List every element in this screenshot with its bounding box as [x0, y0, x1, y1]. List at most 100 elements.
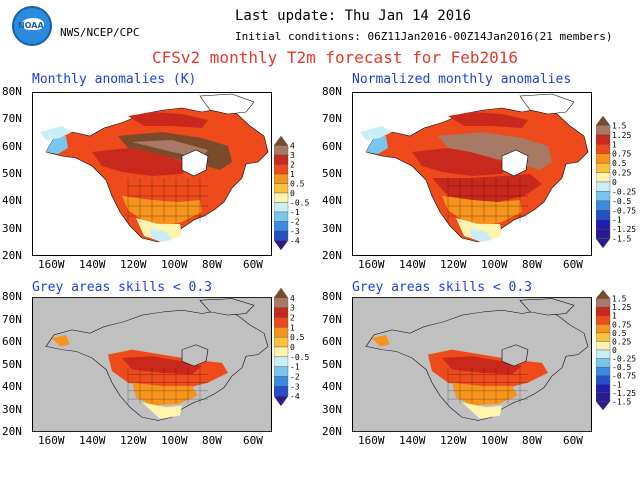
colorbar-label: 0: [290, 343, 295, 352]
lat-label: 50N: [2, 357, 22, 371]
lat-label: 30N: [322, 221, 342, 235]
colorbar-swatch: [274, 221, 289, 232]
lon-label: 60W: [563, 258, 583, 271]
colorbar-swatch: [274, 287, 289, 299]
lon-label: 160W: [358, 258, 385, 271]
colorbar-label: 1.5: [612, 121, 627, 130]
colorbar-label: 0.5: [290, 333, 305, 342]
colorbar-norm-top: 1.51.2510.750.50.250-0.25-0.5-0.75-1-1.2…: [596, 115, 636, 249]
lat-label: 20N: [2, 249, 22, 262]
colorbar-swatch: [596, 349, 611, 359]
lat-label: 50N: [322, 167, 342, 180]
lon-label: 100W: [481, 434, 508, 447]
lat-label: 70N: [322, 312, 342, 326]
colorbar-swatch: [596, 162, 611, 173]
colorbar-label: 1.5: [612, 295, 627, 304]
colorbar-label: 0.75: [612, 150, 631, 159]
panel-title-2: Normalized monthly anomalies: [352, 72, 572, 87]
colorbar-swatch: [596, 384, 611, 394]
colorbar-swatch: [274, 154, 289, 165]
lat-label: 80N: [322, 290, 342, 303]
lon-label: 140W: [399, 434, 426, 447]
colorbar-swatch: [274, 346, 289, 358]
colorbar-label: 3: [290, 151, 295, 160]
lon-label: 60W: [563, 434, 583, 447]
colorbar-label: -3: [290, 227, 300, 236]
colorbar-label: 2: [290, 314, 295, 323]
colorbar-swatch: [596, 219, 611, 230]
colorbar-label: -0.5: [290, 353, 309, 362]
colorbar-label: -1: [290, 208, 300, 217]
lon-label: 160W: [38, 258, 65, 271]
colorbar-label: -1: [612, 216, 622, 225]
colorbar-label: 0.5: [612, 159, 627, 168]
lat-label: 60N: [322, 139, 342, 153]
colorbar-label: -0.75: [612, 206, 636, 215]
colorbar-label: -0.25: [612, 355, 636, 364]
map-panel-2: [352, 92, 592, 256]
lat-label: 20N: [322, 425, 342, 438]
lat-label: 70N: [322, 112, 342, 126]
colorbar-swatch: [596, 191, 611, 202]
colorbar-label: 1: [290, 170, 295, 179]
colorbar-label: 0: [290, 189, 295, 198]
lat-label: 70N: [2, 112, 22, 126]
colorbar-swatch: [274, 145, 289, 156]
lat-label: 30N: [322, 402, 342, 416]
colorbar-label: -2: [290, 218, 300, 227]
colorbar-label: -0.5: [290, 199, 309, 208]
colorbar-swatch: [596, 153, 611, 164]
lat-label: 80N: [2, 290, 22, 303]
colorbar-label: -4: [290, 237, 300, 246]
initial-conditions: Initial conditions: 06Z11Jan2016-00Z14Ja…: [235, 30, 613, 43]
colorbar-label: 0: [612, 178, 617, 187]
colorbar-swatch: [596, 306, 611, 316]
lon-label: 160W: [358, 434, 385, 447]
colorbar-label: -1.5: [612, 235, 631, 244]
lon-label: 120W: [440, 434, 467, 447]
colorbar-norm-bottom: 1.51.2510.750.50.250-0.25-0.5-0.75-1-1.2…: [596, 289, 636, 411]
lon-label: 100W: [481, 258, 508, 271]
lat-label: 40N: [322, 194, 342, 208]
lat-label: 50N: [322, 357, 342, 371]
lon-label: 100W: [161, 434, 188, 447]
noaa-logo: NOAA: [12, 6, 52, 46]
colorbar-label: -0.5: [612, 197, 631, 206]
lat-label: 40N: [322, 380, 342, 393]
lon-label: 140W: [79, 434, 106, 447]
colorbar-swatch: [596, 401, 611, 411]
colorbar-label: 0.25: [612, 169, 631, 178]
colorbar-swatch: [274, 307, 289, 318]
org-label: NWS/NCEP/CPC: [60, 26, 140, 39]
colorbar-label: -0.5: [612, 363, 631, 372]
colorbar-label: -1.25: [612, 225, 636, 234]
colorbar-swatch: [274, 183, 289, 194]
colorbar-swatch: [274, 230, 289, 241]
colorbar-swatch: [596, 332, 611, 342]
lat-label: 30N: [2, 402, 22, 416]
colorbar-label: -1.25: [612, 389, 636, 398]
colorbar-swatch: [596, 181, 611, 192]
lat-label: 50N: [2, 167, 22, 180]
colorbar-swatch: [596, 341, 611, 351]
colorbar-swatch: [274, 297, 289, 308]
lon-label: 120W: [120, 258, 147, 271]
colorbar-swatch: [274, 211, 289, 222]
colorbar-swatch: [596, 210, 611, 220]
colorbar-label: 1: [612, 140, 617, 149]
colorbar-swatch: [274, 395, 289, 407]
lat-label: 80N: [2, 85, 22, 98]
colorbar-label: 1.25: [612, 303, 631, 312]
colorbar-label: 3: [290, 304, 295, 313]
colorbar-label: -0.25: [612, 187, 636, 196]
colorbar-label: -1.5: [612, 397, 631, 406]
lat-label: 60N: [322, 335, 342, 348]
lat-label: 70N: [2, 312, 22, 326]
colorbar-swatch: [596, 228, 611, 239]
lon-label: 60W: [243, 434, 263, 447]
last-update: Last update: Thu Jan 14 2016: [235, 8, 472, 24]
colorbar-swatch: [596, 200, 611, 211]
lat-label: 20N: [322, 249, 342, 262]
colorbar-label: -3: [290, 382, 300, 391]
